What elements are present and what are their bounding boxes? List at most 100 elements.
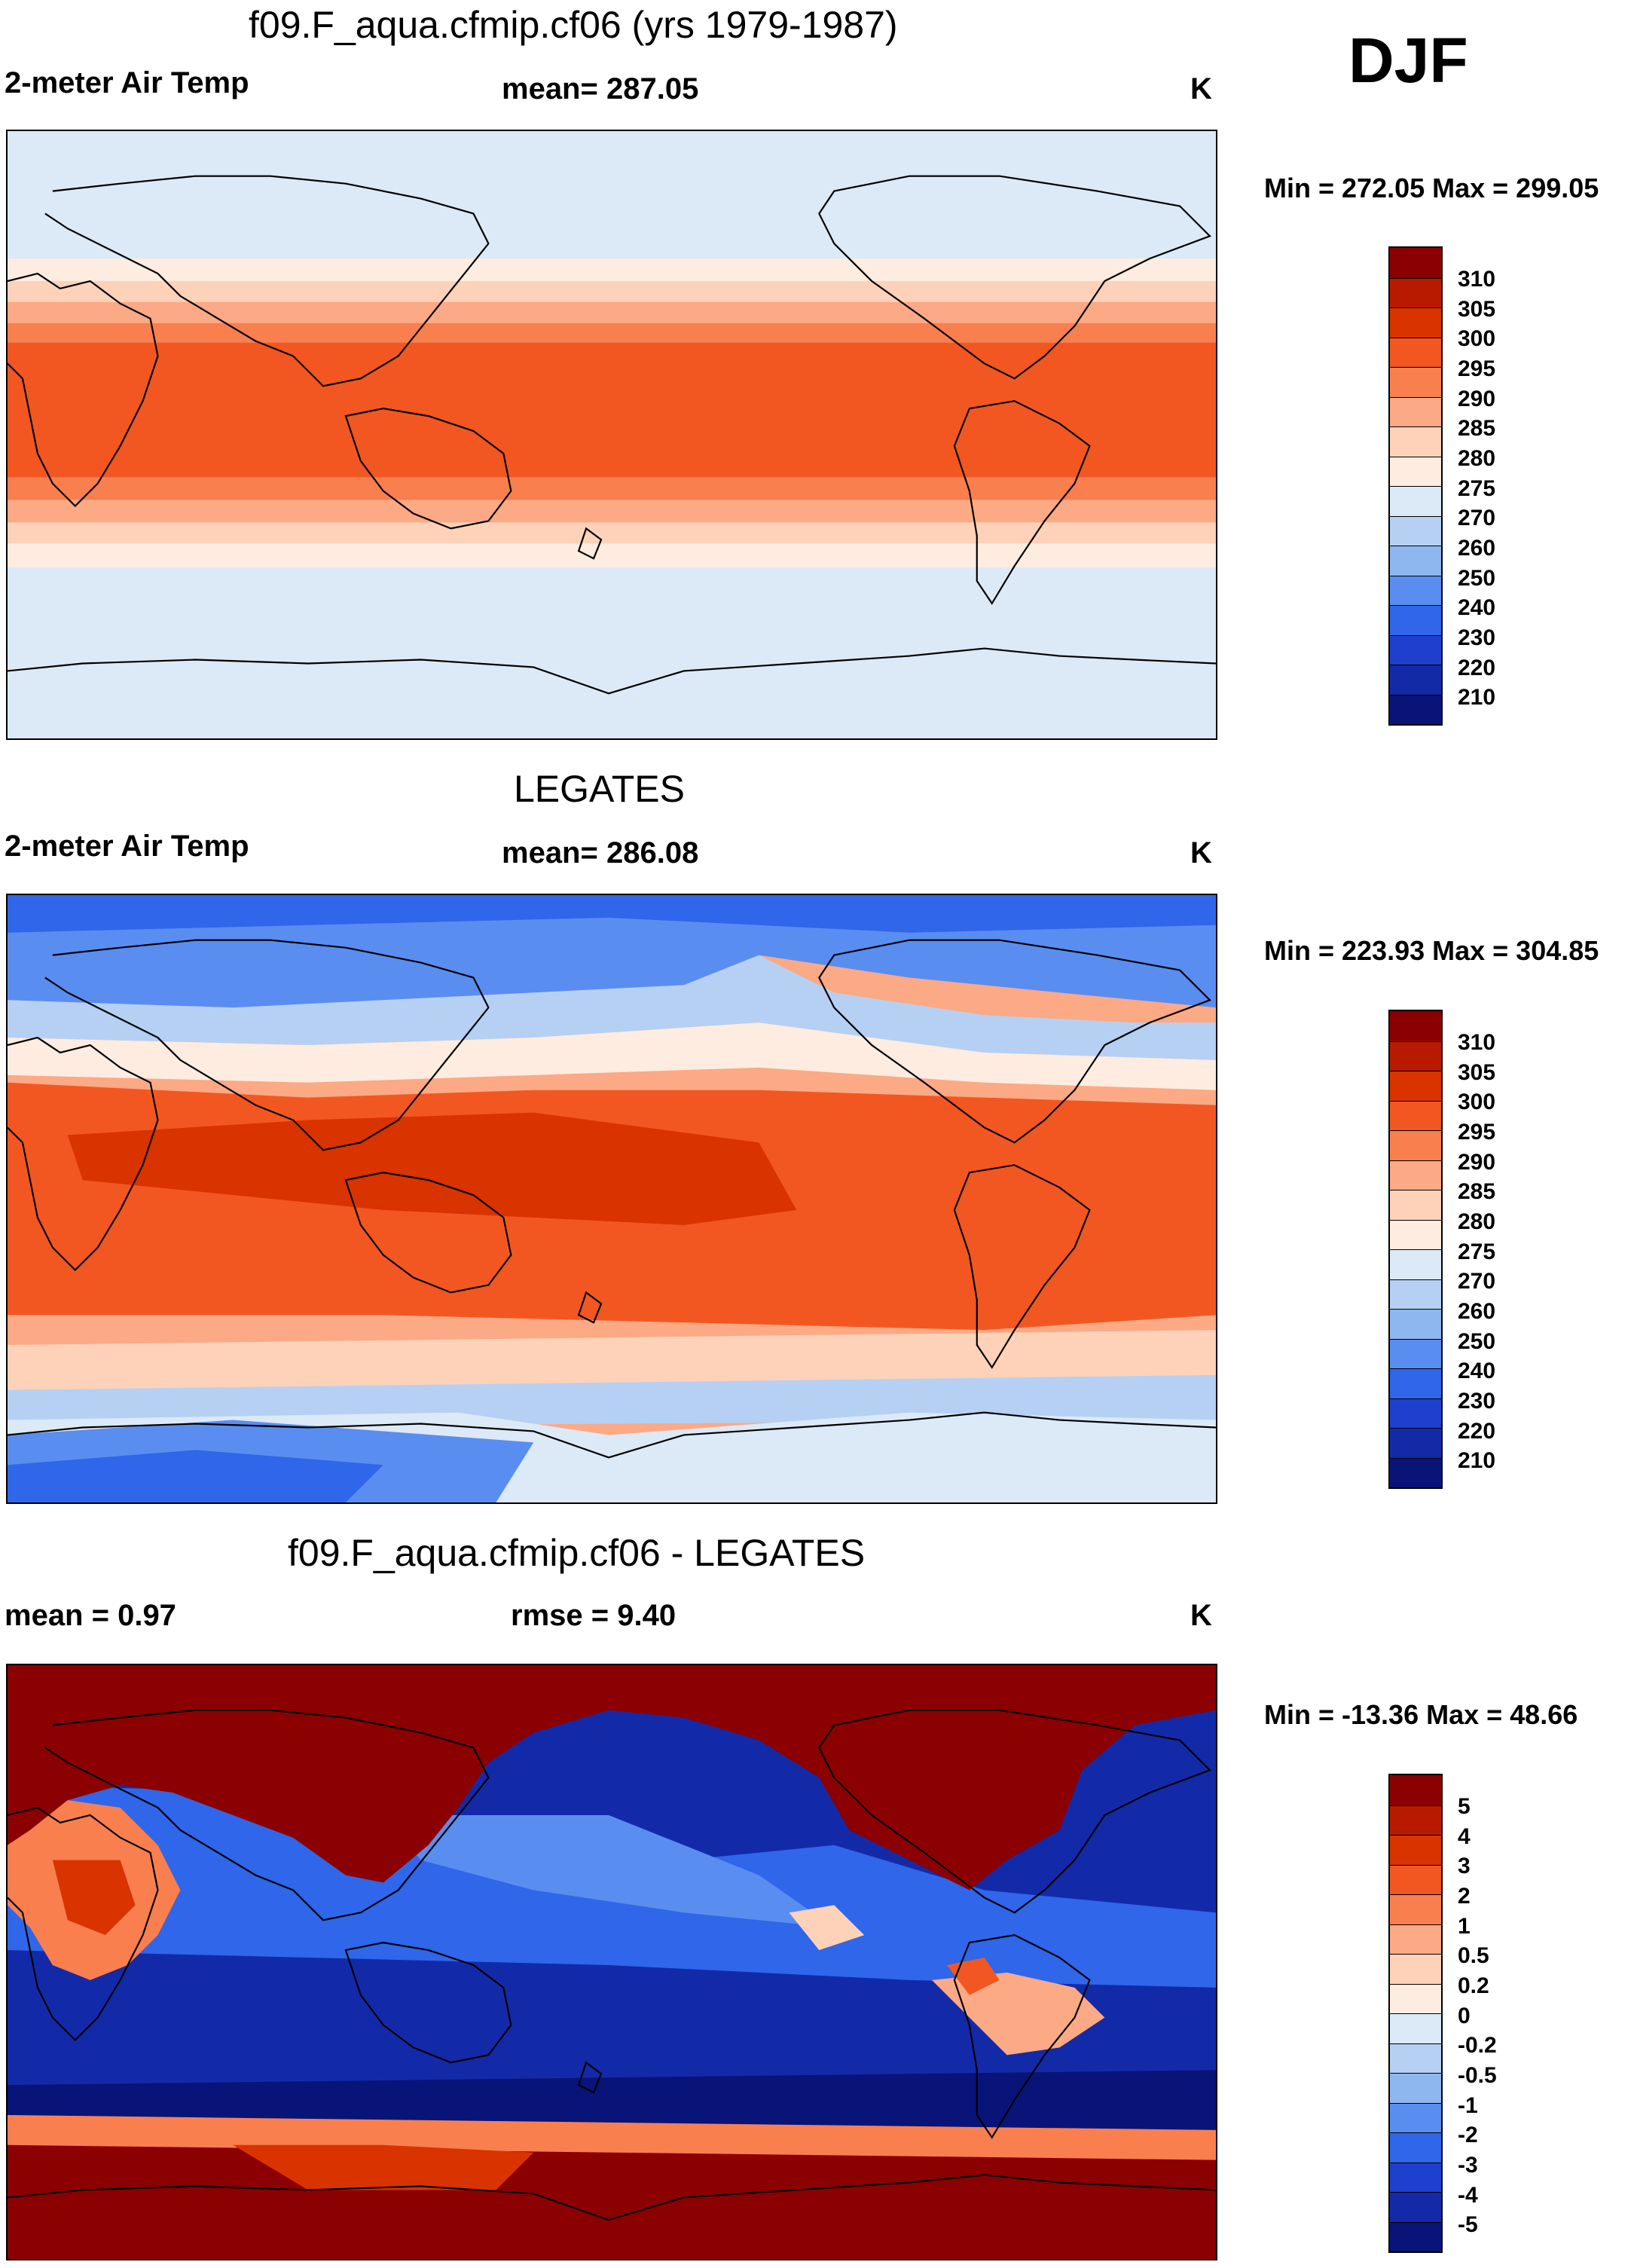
panel2-colorbar-swatch: [1390, 1160, 1441, 1190]
panel1-colorbar-swatch: [1390, 396, 1441, 426]
panel2-colorbar-swatch: [1390, 1428, 1441, 1458]
panel1-colorbar-swatch: [1390, 515, 1441, 546]
panel1-mean-label: mean= 287.05: [502, 72, 699, 105]
panel2-colorbar: [1388, 1010, 1443, 1489]
panel3-colorbar-swatch: [1390, 2073, 1441, 2103]
panel3-tick: -1: [1458, 2093, 1478, 2118]
panel2-colorbar-swatch: [1390, 1368, 1441, 1398]
panel2-tick: 275: [1458, 1239, 1496, 1264]
panel1-colorbar-swatch: [1390, 337, 1441, 367]
panel1-colorbar-swatch: [1390, 486, 1441, 516]
panel3-colorbar-swatch: [1390, 1983, 1441, 2013]
panel2-colorbar-swatch: [1390, 1100, 1441, 1130]
panel2-unit-label: K: [1190, 836, 1212, 870]
panel2-tick: 280: [1458, 1209, 1496, 1234]
panel3-colorbar-swatch: [1390, 2043, 1441, 2073]
panel1-colorbar-swatch: [1390, 575, 1441, 605]
panel3-map: [6, 1664, 1217, 2260]
panel3-tick: 5: [1458, 1794, 1471, 1819]
panel3-rmse-label: rmse = 9.40: [511, 1599, 677, 1632]
panel2-colorbar-swatch: [1390, 1338, 1441, 1368]
panel2-tick: 290: [1458, 1150, 1496, 1175]
panel1-colorbar-swatch: [1390, 367, 1441, 397]
panel3-colorbar-swatch: [1390, 1805, 1441, 1835]
panel2-colorbar-swatch: [1390, 1041, 1441, 1071]
panel1-tick: 280: [1458, 446, 1496, 471]
panel3-colorbar: [1388, 1774, 1443, 2253]
panel1-tick: 260: [1458, 536, 1496, 561]
panel1-tick: 220: [1458, 656, 1496, 680]
panel2-colorbar-swatch: [1390, 1249, 1441, 1279]
panel1-colorbar-swatch: [1390, 546, 1441, 576]
panel2-tick: 295: [1458, 1120, 1496, 1145]
panel3-tick: 4: [1458, 1824, 1471, 1849]
panel2-tick: 300: [1458, 1090, 1496, 1114]
panel1-variable-label: 2-meter Air Temp: [5, 66, 249, 99]
panel3-colorbar-swatch: [1390, 2013, 1441, 2043]
panel2-tick: 230: [1458, 1389, 1496, 1414]
panel3-tick: -5: [1458, 2212, 1478, 2237]
panel1-tick: 230: [1458, 625, 1496, 650]
panel1-tick: 275: [1458, 476, 1496, 501]
panel3-colorbar-swatch: [1390, 2162, 1441, 2192]
panel2-colorbar-swatch: [1390, 1457, 1441, 1487]
panel1-colorbar-swatch: [1390, 307, 1441, 338]
panel1-colorbar-swatch: [1390, 605, 1441, 635]
panel1-colorbar-swatch: [1390, 694, 1441, 724]
panel2-colorbar-swatch: [1390, 1071, 1441, 1101]
panel3-colorbar-swatch: [1390, 1954, 1441, 1984]
panel1-tick: 300: [1458, 326, 1496, 351]
panel2-variable-label: 2-meter Air Temp: [5, 830, 249, 863]
panel1-map: [6, 130, 1217, 740]
panel3-minmax-label: Min = -13.36 Max = 48.66: [1264, 1699, 1578, 1730]
panel1-tick: 290: [1458, 387, 1496, 411]
panel1-colorbar-swatch: [1390, 456, 1441, 486]
panel2-tick: 240: [1458, 1359, 1496, 1383]
panel3-tick: 3: [1458, 1854, 1471, 1878]
panel3-tick: -0.5: [1458, 2063, 1497, 2088]
panel2-colorbar-swatch: [1390, 1011, 1441, 1041]
panel3-tick: 1: [1458, 1914, 1471, 1939]
panel3-colorbar-swatch: [1390, 1894, 1441, 1924]
panel3-colorbar-swatch: [1390, 1864, 1441, 1894]
panel3-tick: -2: [1458, 2123, 1478, 2147]
panel1-minmax-label: Min = 272.05 Max = 299.05: [1264, 173, 1599, 203]
panel3-tick: 2: [1458, 1884, 1471, 1909]
panel2-tick: 210: [1458, 1448, 1496, 1473]
panel2-tick: 270: [1458, 1269, 1496, 1294]
panel3-colorbar-swatch: [1390, 1924, 1441, 1954]
panel3-unit-label: K: [1190, 1599, 1212, 1632]
panel2-tick: 260: [1458, 1299, 1496, 1324]
panel2-colorbar-swatch: [1390, 1190, 1441, 1220]
panel2-tick: 305: [1458, 1060, 1496, 1085]
panel3-title: f09.F_aqua.cfmip.cf06 - LEGATES: [288, 1532, 866, 1574]
panel2-tick: 250: [1458, 1329, 1496, 1354]
panel1-colorbar-swatch: [1390, 665, 1441, 695]
panel3-mean-label: mean = 0.97: [5, 1599, 176, 1632]
panel1-tick: 285: [1458, 416, 1496, 441]
panel1-tick: 210: [1458, 685, 1496, 710]
panel2-title: LEGATES: [514, 768, 685, 810]
panel3-colorbar-swatch: [1390, 2192, 1441, 2222]
panel1-unit-label: K: [1190, 72, 1212, 105]
panel2-tick: 285: [1458, 1179, 1496, 1204]
panel1-tick: 240: [1458, 595, 1496, 620]
panel3-colorbar-swatch: [1390, 2102, 1441, 2132]
panel3-tick: -0.2: [1458, 2033, 1497, 2058]
panel1-colorbar-swatch: [1390, 426, 1441, 457]
panel1-tick: 270: [1458, 506, 1496, 530]
panel1-title: f09.F_aqua.cfmip.cf06 (yrs 1979-1987): [249, 4, 898, 46]
panel2-minmax-label: Min = 223.93 Max = 304.85: [1264, 935, 1599, 966]
panel3-tick: 0: [1458, 2004, 1471, 2028]
panel3-tick: -3: [1458, 2153, 1478, 2178]
panel3-colorbar-swatch: [1390, 2132, 1441, 2163]
panel3-tick: 0.5: [1458, 1943, 1489, 1968]
panel2-colorbar-swatch: [1390, 1309, 1441, 1339]
panel3-colorbar-swatch: [1390, 1835, 1441, 1865]
panel2-colorbar-swatch: [1390, 1398, 1441, 1428]
panel3-colorbar-swatch: [1390, 2221, 1441, 2251]
panel3-tick: 0.2: [1458, 1973, 1489, 1998]
panel2-tick: 220: [1458, 1419, 1496, 1444]
panel1-tick: 310: [1458, 267, 1496, 292]
panel2-colorbar-swatch: [1390, 1279, 1441, 1309]
